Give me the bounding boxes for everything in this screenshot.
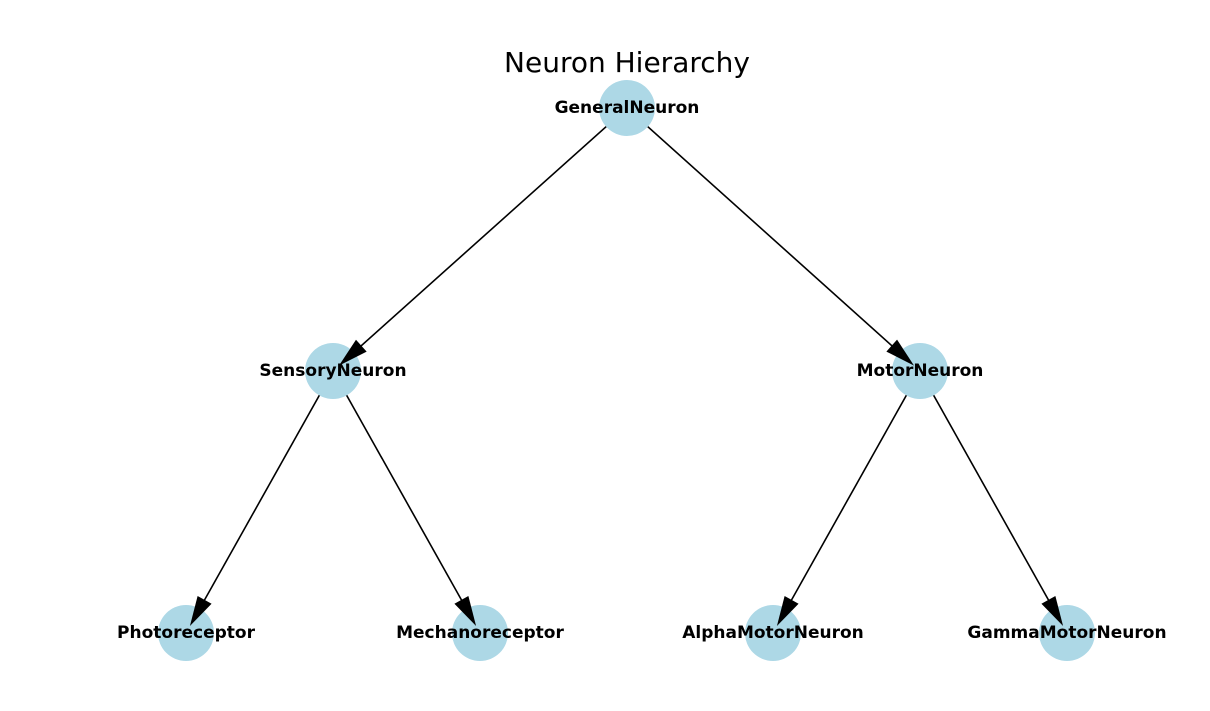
node-photoreceptor — [158, 605, 214, 661]
node-label-alpha-motor-neuron: AlphaMotorNeuron — [682, 623, 864, 643]
arrowhead-sensory-neuron — [338, 339, 367, 366]
diagram-title: Neuron Hierarchy — [504, 46, 750, 79]
node-label-mechanoreceptor: Mechanoreceptor — [396, 623, 564, 643]
arrowheads-layer — [189, 339, 1064, 627]
node-label-general-neuron: GeneralNeuron — [555, 98, 700, 118]
edge-sensory-neuron-to-photoreceptor — [185, 370, 334, 634]
edge-sensory-neuron-to-mechanoreceptor — [332, 370, 481, 634]
node-label-sensory-neuron: SensoryNeuron — [259, 361, 406, 381]
edge-motor-neuron-to-alpha-motor-neuron — [772, 370, 921, 634]
arrowhead-mechanoreceptor — [454, 595, 477, 627]
node-general-neuron — [599, 80, 655, 136]
node-label-gamma-motor-neuron: GammaMotorNeuron — [967, 623, 1166, 643]
node-mechanoreceptor — [452, 605, 508, 661]
edge-general-neuron-to-sensory-neuron — [332, 107, 628, 372]
node-label-photoreceptor: Photoreceptor — [117, 623, 256, 643]
arrowhead-alpha-motor-neuron — [776, 595, 799, 627]
edge-general-neuron-to-motor-neuron — [626, 107, 921, 372]
arrowhead-photoreceptor — [189, 595, 212, 627]
arrowhead-gamma-motor-neuron — [1041, 595, 1064, 627]
arrowhead-motor-neuron — [886, 339, 915, 366]
node-alpha-motor-neuron — [745, 605, 801, 661]
node-label-motor-neuron: MotorNeuron — [857, 361, 984, 381]
labels-layer: GeneralNeuron SensoryNeuron MotorNeuron Pho… — [117, 98, 1167, 643]
node-gamma-motor-neuron — [1039, 605, 1095, 661]
edge-motor-neuron-to-gamma-motor-neuron — [919, 370, 1068, 634]
edges-layer — [185, 107, 1068, 634]
